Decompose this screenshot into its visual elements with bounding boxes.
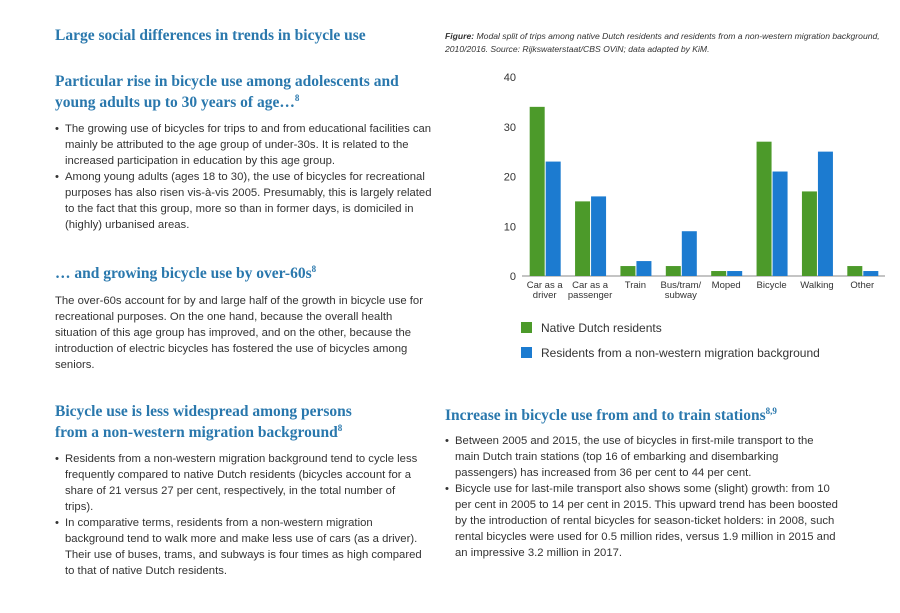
x-tick-label: Bus/tram/ — [660, 280, 701, 291]
bar — [711, 271, 727, 276]
heading-text: Particular rise in bicycle use among ado… — [55, 73, 399, 112]
legend-label: Residents from a non-western migration b… — [541, 346, 820, 360]
bar — [575, 201, 591, 276]
bullet: Residents from a non-western migration b… — [55, 451, 425, 515]
footnote-ref: 8 — [311, 264, 317, 274]
bar — [529, 106, 545, 276]
bullet: Between 2005 and 2015, the use of bicycl… — [445, 433, 840, 481]
x-tick-label: Car as a — [572, 280, 609, 291]
bullet-list: Between 2005 and 2015, the use of bicycl… — [445, 433, 840, 561]
legend-swatch — [521, 347, 532, 358]
bullet: The growing use of bicycles for trips to… — [55, 121, 440, 169]
bullet: Bicycle use for last-mile transport also… — [445, 481, 840, 561]
x-tick-label: subway — [665, 290, 697, 301]
section-title: Large social differences in trends in bi… — [55, 27, 366, 44]
x-tick-label: Car as a — [527, 280, 564, 291]
bar — [817, 151, 833, 276]
bar — [772, 171, 788, 276]
footnote-ref: 8,9 — [765, 406, 777, 416]
bar — [591, 196, 607, 276]
bullet: Among young adults (ages 18 to 30), the … — [55, 169, 440, 233]
legend-label: Native Dutch residents — [541, 321, 662, 335]
caption-text: Modal split of trips among native Dutch … — [445, 31, 880, 54]
heading: Increase in bicycle use from and to trai… — [445, 403, 885, 424]
heading-text: Increase in bicycle use from and to trai… — [445, 407, 766, 425]
bar — [756, 141, 772, 276]
x-tick-label: Train — [625, 280, 646, 291]
heading: Bicycle use is less widespread among per… — [55, 403, 385, 441]
bar — [636, 261, 652, 276]
y-tick-label: 20 — [504, 172, 516, 184]
y-tick-label: 10 — [504, 221, 516, 233]
heading: … and growing bicycle use by over-60s8 — [55, 261, 440, 282]
y-tick-label: 0 — [510, 271, 516, 283]
x-tick-label: Bicycle — [757, 280, 787, 291]
bar — [801, 191, 817, 276]
figure-caption: Figure: Modal split of trips among nativ… — [445, 30, 885, 56]
x-tick-label: Moped — [712, 280, 741, 291]
heading-text: … and growing bicycle use by over-60s — [55, 265, 312, 283]
bar — [863, 271, 879, 276]
bar — [847, 266, 863, 276]
footnote-ref: 8 — [337, 423, 343, 433]
heading-text: Bicycle use is less widespread among per… — [55, 403, 352, 442]
paragraph: The over-60s account for by and large ha… — [55, 295, 423, 371]
heading: Particular rise in bicycle use among ado… — [55, 73, 440, 111]
y-tick-label: 40 — [504, 72, 516, 84]
bar — [665, 266, 681, 276]
bar — [620, 266, 636, 276]
bar — [681, 231, 697, 276]
x-tick-label: driver — [533, 290, 557, 301]
x-tick-label: Walking — [800, 280, 833, 291]
legend-swatch — [521, 322, 532, 333]
footnote-ref: 8 — [294, 93, 300, 103]
x-tick-label: passenger — [568, 290, 612, 301]
bullet-list: Residents from a non-western migration b… — [55, 451, 425, 579]
y-tick-label: 30 — [504, 122, 516, 134]
bar — [545, 161, 561, 276]
bullet: In comparative terms, residents from a n… — [55, 515, 425, 579]
bullet-list: The growing use of bicycles for trips to… — [55, 121, 440, 233]
x-tick-label: Other — [850, 280, 874, 291]
caption-label: Figure: — [445, 31, 475, 41]
bar — [727, 271, 743, 276]
